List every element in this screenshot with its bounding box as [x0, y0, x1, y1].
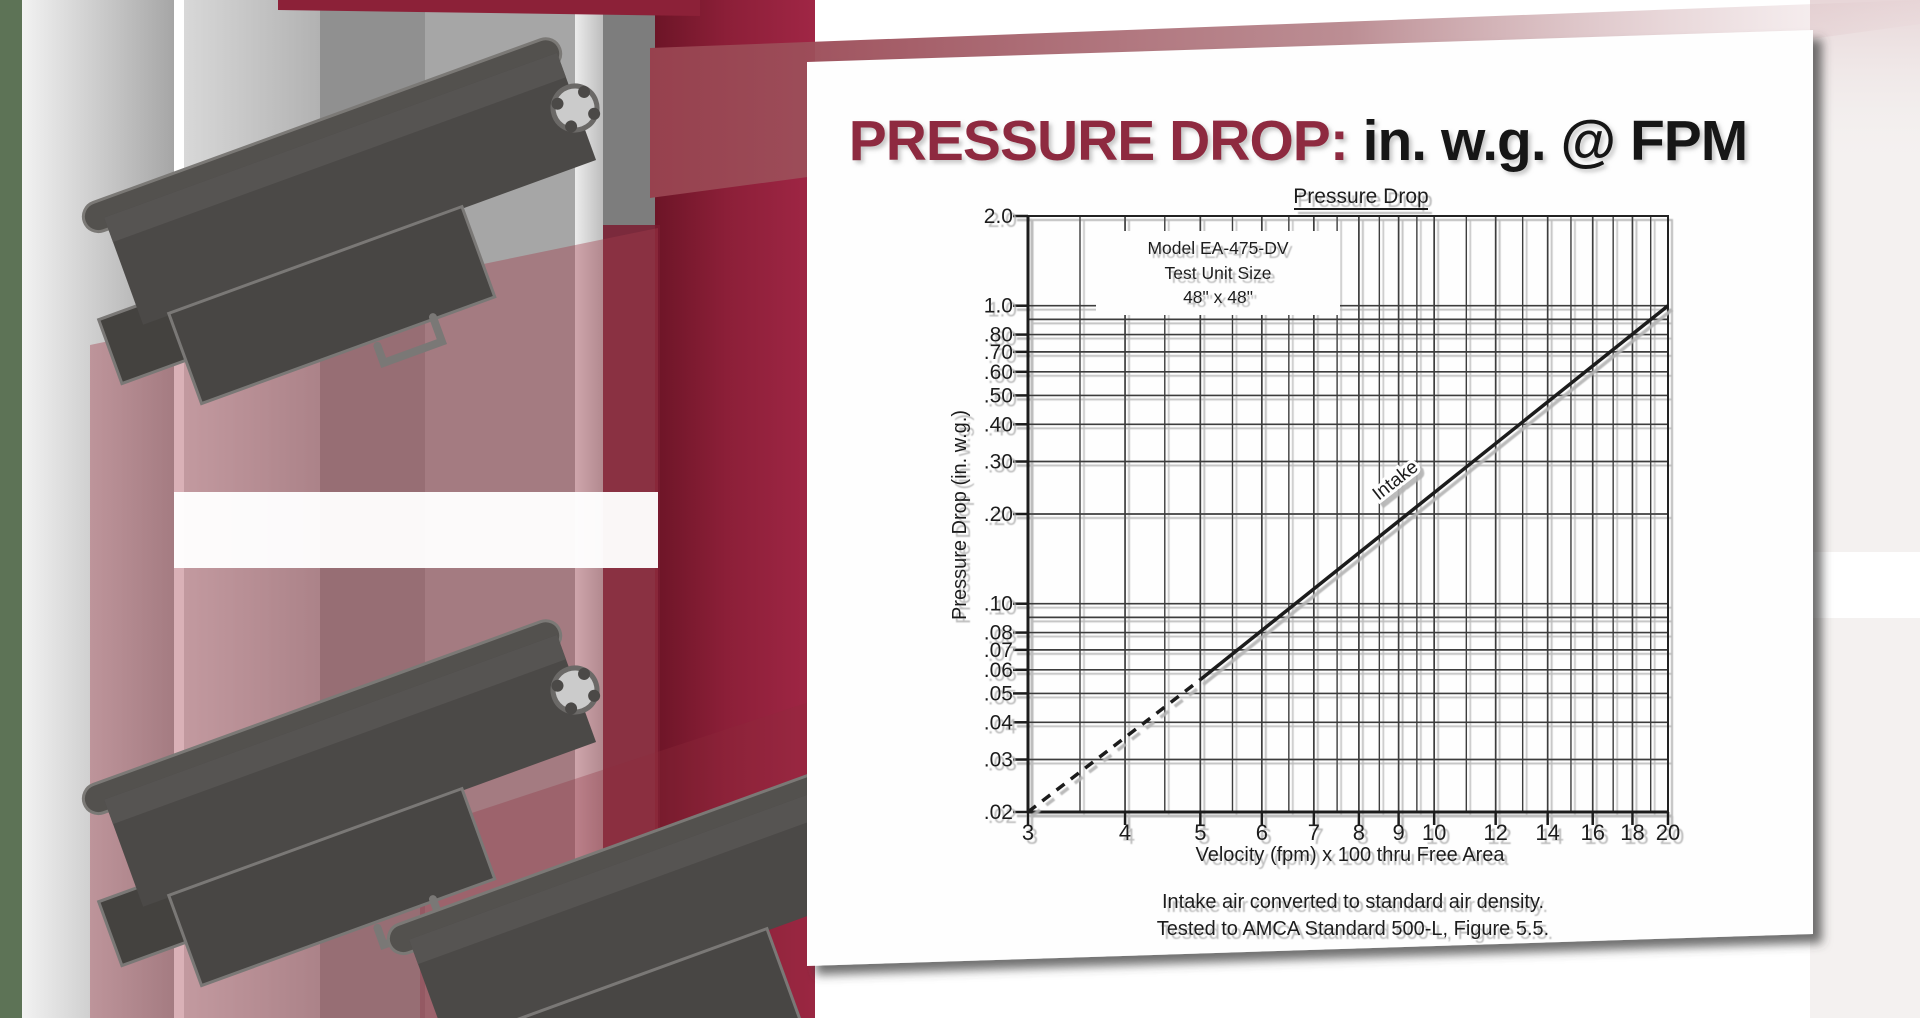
y-tick-label: .02	[984, 801, 1013, 824]
tick-labels: 3 4 5 6 7 8 9 10 12 14 16 18 20 2.0 1.0 .80.70.60.50 .40…	[984, 205, 1680, 845]
y-tick-label: .80	[984, 324, 1013, 347]
x-tick-label: 12	[1483, 820, 1507, 845]
annotation-box	[1096, 231, 1340, 315]
pressure-drop-panel	[807, 30, 1813, 966]
footnote-line-1: Intake air converted to standard air den…	[1162, 891, 1544, 913]
y-tick-label: .06	[984, 659, 1013, 682]
annotation-line-3: 48" x 48"	[1183, 287, 1253, 307]
y-tick-label: .20	[984, 503, 1013, 526]
x-tick-label: 10	[1422, 820, 1446, 845]
y-tick-label: .05	[984, 682, 1013, 705]
intake-line	[1199, 304, 1670, 682]
y-tick-label: .40	[984, 413, 1013, 436]
chart-series	[1026, 304, 1670, 814]
y-tick-label: 1.0	[984, 295, 1013, 318]
x-axis-title: Velocity (fpm) x 100 thru Free Area	[1195, 844, 1505, 866]
y-tick-label: .04	[984, 711, 1014, 734]
x-tick-label: 6	[1256, 820, 1268, 845]
chart-grid	[1013, 214, 1670, 825]
chart-title: Pressure Drop	[1293, 185, 1428, 208]
right-white-band	[1810, 552, 1920, 618]
y-axis-title: Pressure Drop (in. w.g.)	[949, 410, 971, 620]
page-title-rest: in. w.g. @ FPM	[1363, 109, 1748, 173]
y-tick-label: .70	[984, 341, 1013, 364]
y-tick-label: .07	[984, 639, 1013, 662]
x-tick-label: 20	[1656, 820, 1680, 845]
y-tick-label: .60	[984, 361, 1013, 384]
x-tick-label: 18	[1620, 820, 1644, 845]
y-tick-label: .30	[984, 451, 1013, 474]
y-tick-label: .08	[984, 622, 1013, 645]
x-tick-label: 16	[1580, 820, 1604, 845]
x-tick-label: 8	[1353, 820, 1365, 845]
intake-line-dashed	[1026, 678, 1202, 814]
footnote-line-2: Tested to AMCA Standard 500-L, Figure 5.…	[1157, 918, 1549, 940]
x-tick-label: 5	[1194, 820, 1206, 845]
x-tick-label: 3	[1022, 820, 1034, 845]
x-tick-label: 7	[1308, 820, 1320, 845]
x-tick-label: 4	[1119, 820, 1131, 845]
y-tick-label: .10	[984, 593, 1013, 616]
x-tick-label: 9	[1392, 820, 1404, 845]
y-tick-label: .03	[984, 749, 1013, 772]
page-title-highlight: PRESSURE DROP:	[849, 109, 1348, 173]
top-red-strip	[278, 0, 700, 16]
annotation-line-2: Test Unit Size	[1165, 263, 1272, 283]
y-tick-label: .50	[984, 384, 1013, 407]
white-gap-band	[174, 492, 658, 568]
annotation-line-1: Model EA-475-DV	[1147, 238, 1288, 258]
page-title: PRESSURE DROP: in. w.g. @ FPM	[849, 109, 1748, 173]
chart-text: 3 4 5 6 7 8 9 10 12 14 16 18 20 2.0 1.0 .80.70.60.50 .40…	[949, 185, 1680, 940]
y-tick-label: 2.0	[984, 205, 1013, 228]
green-edge-strip	[0, 0, 22, 1018]
x-tick-label: 14	[1535, 820, 1559, 845]
